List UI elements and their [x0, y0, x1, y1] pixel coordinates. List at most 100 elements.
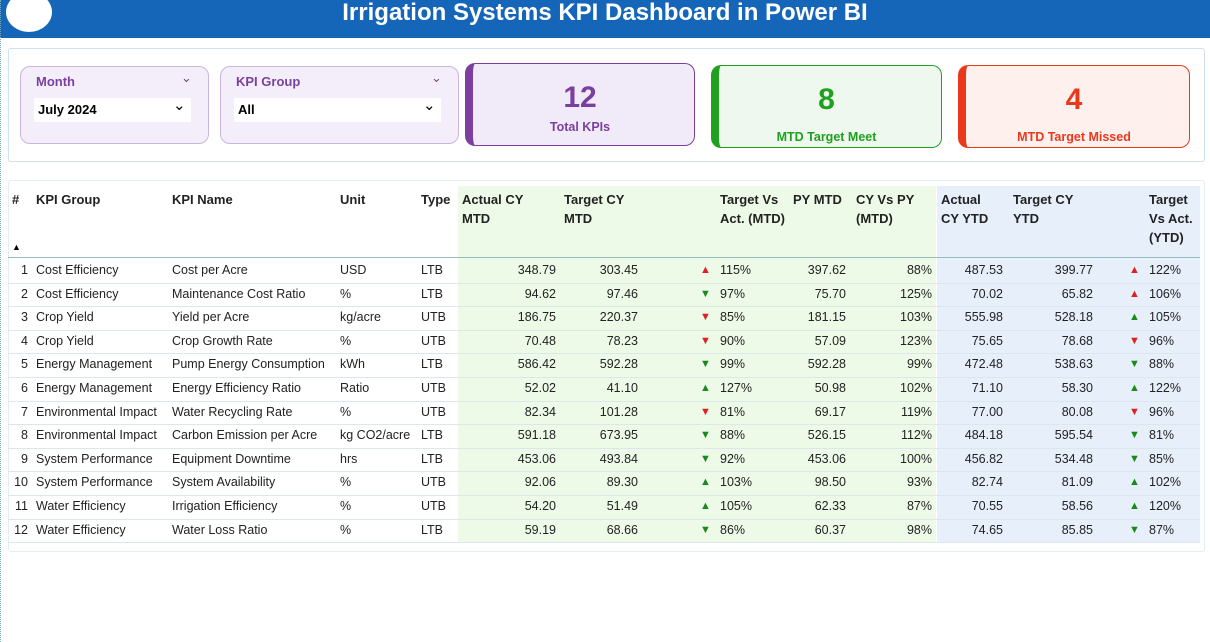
table-cell: LTB [421, 263, 443, 277]
table-cell: 453.06 [807, 451, 846, 466]
table-cell: % [340, 522, 352, 537]
kpi-card [465, 63, 695, 146]
table-cell: 2 [21, 286, 28, 301]
table-cell: 453.06 [517, 451, 556, 466]
table-cell: % [340, 499, 352, 513]
table-cell: 100% [900, 451, 932, 466]
row-divider [8, 447, 1200, 449]
filter-panel [8, 48, 1205, 162]
table-cell: Yield per Acre [172, 310, 250, 325]
status-arrow: ▼ [700, 311, 711, 324]
ytd-band [937, 186, 1200, 542]
table-cell: % [340, 475, 352, 490]
column-header[interactable]: Unit [340, 192, 366, 207]
table-cell: % [340, 333, 352, 348]
table-cell: 115% [720, 263, 752, 277]
slicer-value[interactable]: July 2024 [34, 98, 191, 122]
status-arrow: ▼ [1129, 523, 1140, 536]
table-cell: 50.98 [814, 381, 846, 395]
status-arrow: ▼ [1129, 358, 1140, 371]
status-arrow: ▲ [1129, 476, 1140, 489]
table-cell: Water Loss Ratio [172, 522, 268, 537]
table-cell: 4 [21, 333, 28, 348]
table-cell: 81% [1149, 428, 1175, 443]
table-cell: UTB [421, 333, 446, 348]
table-cell: 65.82 [1061, 286, 1093, 301]
column-header[interactable]: Actual CY MTD [462, 192, 524, 226]
table-cell: 93% [906, 475, 932, 490]
table-cell: 7 [21, 404, 28, 419]
column-header[interactable]: PY MTD [793, 192, 842, 207]
table-cell: % [340, 404, 352, 419]
title: Irrigation Systems KPI Dashboard in Powe… [342, 0, 868, 26]
table-cell: 87% [1149, 522, 1175, 537]
table-cell: Crop Growth Rate [172, 333, 273, 348]
status-arrow: ▼ [700, 287, 711, 300]
status-arrow: ▼ [1129, 334, 1140, 347]
logo [6, 0, 52, 32]
table-cell: UTB [421, 381, 446, 395]
table-cell: Cost per Acre [172, 263, 248, 277]
table-cell: 105% [1149, 310, 1181, 325]
table-cell: 220.37 [599, 310, 638, 325]
edge [0, 0, 2, 642]
row-divider [8, 377, 1200, 378]
row-divider [8, 542, 1200, 544]
card-value: 4 [1065, 83, 1083, 116]
table-cell: LTB [421, 428, 443, 443]
slicer-value[interactable]: All [234, 98, 441, 122]
table-cell: 101.28 [599, 404, 638, 419]
column-header[interactable]: Type [421, 192, 451, 207]
table-cell: 112% [900, 428, 932, 443]
table-cell: 89.30 [606, 475, 638, 490]
table-cell: 87% [906, 499, 932, 513]
column-header[interactable]: # [12, 192, 20, 207]
column-header[interactable]: Target CY YTD [1013, 192, 1074, 226]
table-cell: 8 [21, 428, 28, 443]
table-cell: 586.42 [517, 357, 556, 372]
row-divider [8, 400, 1200, 402]
table-cell: 85% [1149, 451, 1175, 466]
column-header[interactable]: CY Vs PY (MTD) [856, 192, 915, 226]
table-cell: Energy Management [36, 357, 153, 372]
table-cell: 68.66 [606, 522, 638, 537]
column-header[interactable]: Target Vs Act. (MTD) [720, 192, 785, 226]
column-header[interactable]: Target CY MTD [564, 192, 625, 226]
table-cell: UTB [421, 404, 446, 419]
status-arrow: ▲ [1129, 382, 1140, 394]
status-arrow: ▲ [1129, 500, 1140, 512]
column-header[interactable]: KPI Name [172, 192, 233, 207]
table-cell: 186.75 [517, 310, 556, 325]
table-cell: 98.50 [814, 475, 846, 490]
table-cell: 62.33 [814, 499, 846, 513]
chevron: ⌄ [423, 97, 436, 114]
table-cell: 74.65 [971, 522, 1003, 537]
row-divider [8, 353, 1200, 355]
row-divider [8, 282, 1200, 284]
table-cell: 81.09 [1061, 475, 1093, 490]
column-header[interactable]: KPI Group [36, 192, 101, 207]
table-cell: 555.98 [964, 310, 1003, 325]
table-cell: 78.68 [1061, 333, 1093, 348]
kpi-card [711, 65, 942, 148]
table-cell: 456.82 [964, 451, 1003, 466]
table-cell: 472.48 [964, 357, 1003, 372]
column-header[interactable]: Target Vs Act. (YTD) [1149, 192, 1193, 245]
sort-icon: ▲ [12, 242, 21, 252]
table-cell: 397.62 [807, 263, 846, 277]
chevron: ⌄ [181, 70, 192, 85]
row-divider [8, 471, 1200, 473]
table-cell: 595.54 [1054, 428, 1093, 443]
table-cell: 88% [720, 428, 746, 443]
table-cell: 52.02 [524, 381, 556, 395]
table-cell: 538.63 [1054, 357, 1093, 372]
status-arrow: ▼ [1129, 405, 1140, 418]
table-cell: 122% [1149, 263, 1181, 277]
table-cell: Pump Energy Consumption [172, 357, 325, 372]
status-arrow: ▼ [700, 358, 711, 371]
table-cell: 12 [14, 522, 28, 537]
table-cell: UTB [421, 310, 446, 325]
table-cell: 591.18 [517, 428, 556, 443]
table-cell: System Availability [172, 475, 276, 490]
column-header[interactable]: Actual CY YTD [941, 192, 989, 226]
